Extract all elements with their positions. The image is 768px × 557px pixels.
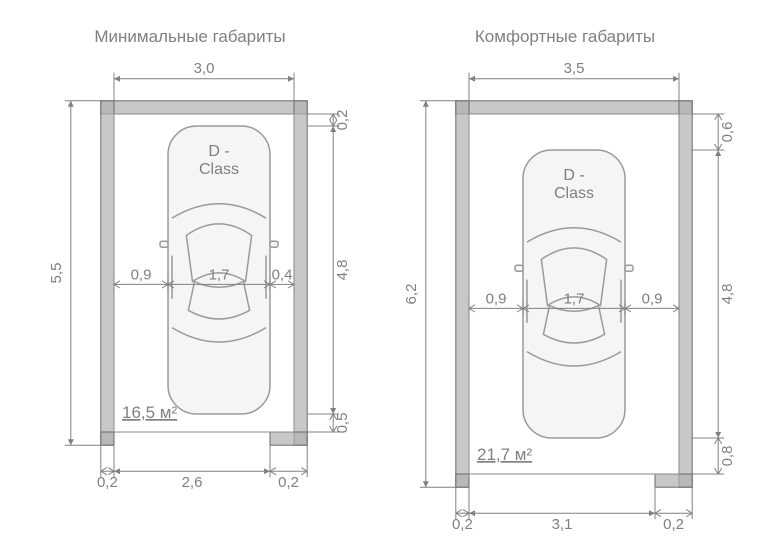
garage-min: Минимальные габаритыD -Class16,5 м²3,05,… (48, 27, 351, 491)
svg-text:3,5: 3,5 (564, 60, 585, 77)
svg-text:0,2: 0,2 (278, 474, 299, 491)
svg-text:0,9: 0,9 (131, 266, 152, 283)
svg-text:3,0: 3,0 (194, 60, 215, 77)
svg-text:0,9: 0,9 (642, 290, 663, 307)
svg-text:0,2: 0,2 (334, 110, 351, 131)
svg-text:4,8: 4,8 (719, 284, 736, 305)
svg-text:Минимальные габариты: Минимальные габариты (94, 27, 285, 46)
svg-text:2,6: 2,6 (182, 474, 203, 491)
svg-text:0,5: 0,5 (334, 413, 351, 434)
svg-text:5,5: 5,5 (48, 263, 65, 284)
svg-text:6,2: 6,2 (403, 284, 420, 305)
svg-text:0,6: 0,6 (719, 122, 736, 143)
svg-text:1,7: 1,7 (209, 266, 230, 283)
svg-text:Комфортные габариты: Комфортные габариты (475, 27, 655, 46)
svg-text:3,1: 3,1 (552, 516, 573, 533)
svg-text:21,7 м²: 21,7 м² (477, 445, 532, 464)
svg-text:0,4: 0,4 (272, 266, 293, 283)
diagram-canvas: Минимальные габаритыD -Class16,5 м²3,05,… (0, 0, 768, 557)
svg-text:16,5 м²: 16,5 м² (122, 403, 177, 422)
svg-text:0,8: 0,8 (719, 446, 736, 467)
garage-comf: Комфортные габаритыD -Class21,7 м²3,56,2… (403, 27, 736, 533)
svg-text:0,2: 0,2 (663, 516, 684, 533)
svg-text:1,7: 1,7 (564, 290, 585, 307)
svg-text:0,2: 0,2 (452, 516, 473, 533)
svg-text:4,8: 4,8 (334, 260, 351, 281)
svg-text:0,2: 0,2 (97, 474, 118, 491)
svg-text:0,9: 0,9 (486, 290, 507, 307)
